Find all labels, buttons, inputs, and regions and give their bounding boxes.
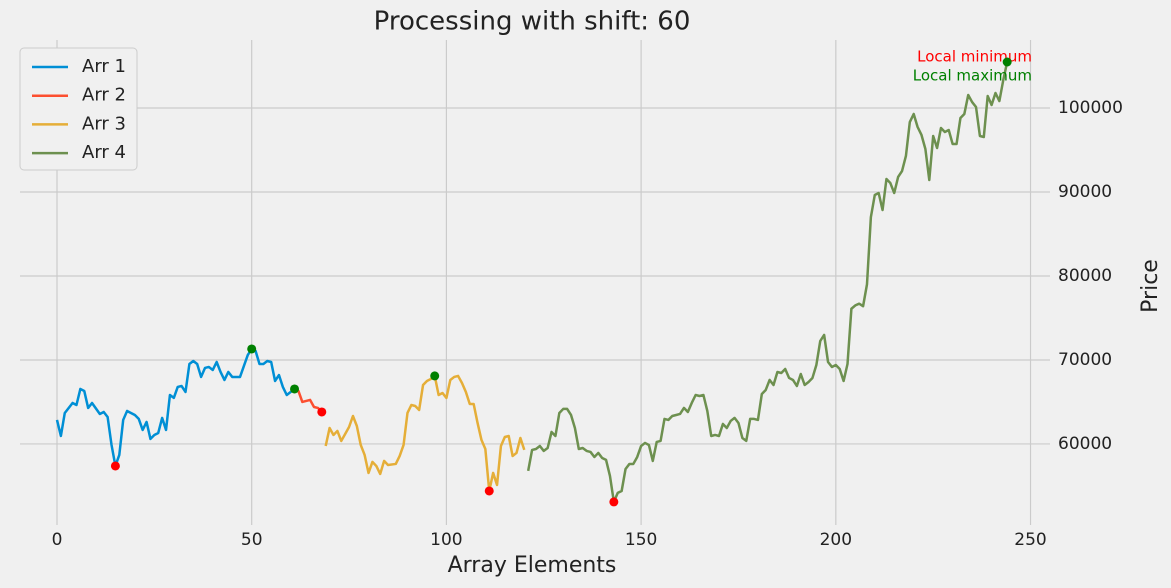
y-tick-label: 100000	[1058, 98, 1123, 118]
marker	[247, 344, 257, 354]
x-tick-label: 100	[430, 530, 462, 550]
x-tick-label: 50	[241, 530, 263, 550]
y-tick-label: 60000	[1058, 434, 1112, 454]
annotation: Local minimum	[917, 48, 1032, 66]
x-axis-label: Array Elements	[448, 553, 617, 578]
legend-label: Arr 4	[82, 142, 126, 163]
line	[324, 374, 526, 493]
line	[293, 387, 323, 413]
y-tick-label: 80000	[1058, 266, 1112, 286]
legend-label: Arr 1	[82, 56, 126, 77]
marker	[484, 486, 494, 496]
annotation: Local maximum	[913, 67, 1032, 85]
y-tick-label: 90000	[1058, 182, 1112, 202]
x-tick-label: 0	[52, 530, 63, 550]
y-axis-label: Price	[1138, 259, 1163, 313]
line	[55, 347, 296, 468]
legend-label: Arr 3	[82, 113, 126, 134]
marker	[317, 407, 327, 417]
marker	[290, 384, 300, 394]
x-tick-label: 200	[820, 530, 852, 550]
x-tick-label: 250	[1014, 530, 1046, 550]
marker	[110, 461, 120, 471]
marker	[1002, 57, 1012, 67]
marker	[609, 497, 619, 507]
y-tick-label: 70000	[1058, 350, 1112, 370]
legend-box	[19, 47, 138, 171]
chart-title: Processing with shift: 60	[374, 7, 691, 37]
line	[526, 61, 1009, 504]
legend-label: Arr 2	[82, 85, 126, 106]
marker	[430, 371, 440, 381]
x-tick-label: 150	[625, 530, 657, 550]
